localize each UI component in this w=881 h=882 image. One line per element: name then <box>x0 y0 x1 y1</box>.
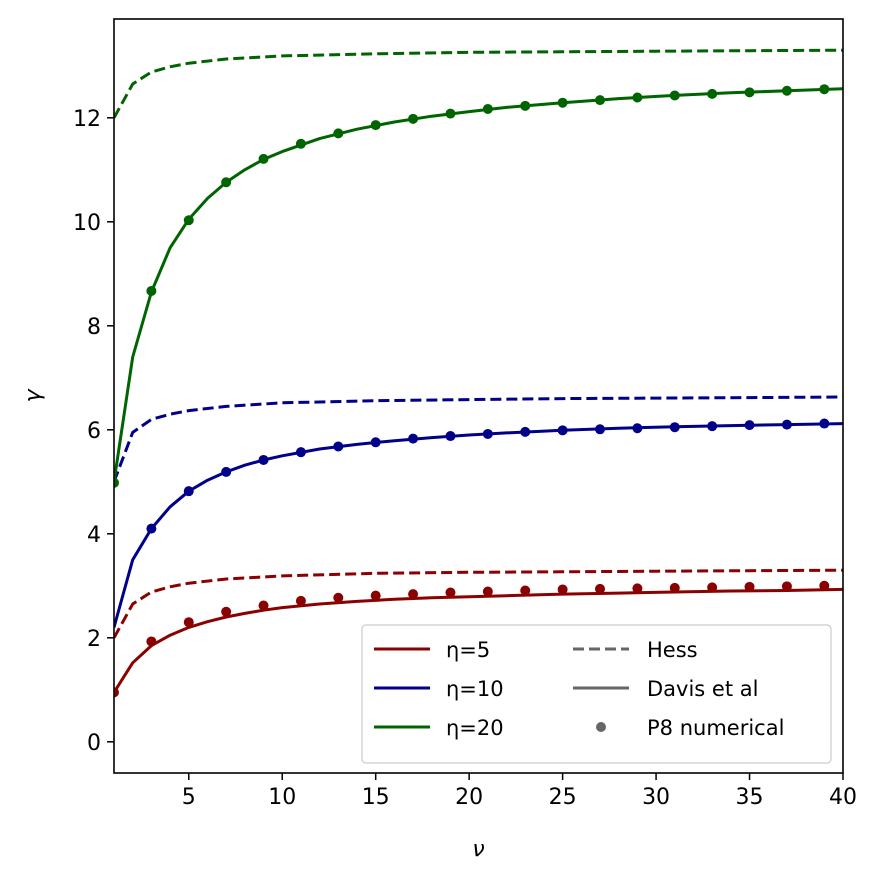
y-tick-label: 12 <box>73 107 101 132</box>
data-point <box>333 441 344 452</box>
legend-label-p8: P8 numerical <box>647 716 784 740</box>
x-tick-label: 15 <box>362 785 390 810</box>
data-point <box>520 100 531 111</box>
data-point <box>183 617 194 628</box>
data-point <box>146 636 157 647</box>
data-point <box>445 431 456 442</box>
data-point <box>669 422 680 433</box>
data-point <box>370 120 381 131</box>
legend-label-davis: Davis et al <box>647 677 758 701</box>
data-point <box>595 583 605 594</box>
ticks-layer: 5 10 15 20 25 30 35 40 0 2 4 6 8 10 12 <box>73 107 857 810</box>
x-tick-label: 10 <box>268 785 296 810</box>
series-p8-numerical-20 <box>114 84 830 488</box>
data-point <box>221 177 232 188</box>
series-line-hess-5 <box>114 568 843 639</box>
data-point <box>781 85 792 96</box>
data-point <box>595 95 605 106</box>
data-point <box>781 419 792 430</box>
x-tick-label: 35 <box>736 785 764 810</box>
x-tick-label: 25 <box>549 785 577 810</box>
legend-label-eta20: η=20 <box>446 716 504 740</box>
data-point <box>482 103 493 114</box>
data-point <box>632 583 643 594</box>
data-point <box>183 215 194 226</box>
legend-label-hess: Hess <box>647 638 698 662</box>
data-point <box>595 424 605 435</box>
data-point <box>744 87 755 98</box>
x-tick-label: 5 <box>182 785 196 810</box>
series-layer <box>114 48 843 698</box>
data-point <box>370 437 381 448</box>
data-point <box>146 523 157 534</box>
data-point <box>744 420 755 431</box>
data-point <box>146 285 157 296</box>
data-point <box>744 581 755 592</box>
legend-color-entries: η=5 η=10 η=20 <box>374 638 504 740</box>
data-point <box>669 90 680 101</box>
data-point <box>557 97 568 108</box>
data-point <box>295 138 306 149</box>
data-point <box>445 587 456 598</box>
data-point <box>295 447 306 458</box>
legend: η=5 η=10 η=20 Hess Davis et al P8 numeri… <box>361 624 832 764</box>
x-axis-label: ν <box>472 837 484 862</box>
data-point <box>482 428 493 439</box>
x-tick-label: 40 <box>829 785 857 810</box>
data-point <box>221 606 232 617</box>
data-point <box>707 88 718 99</box>
data-point <box>707 582 718 593</box>
legend-label-eta5: η=5 <box>446 638 490 662</box>
data-point <box>819 418 830 429</box>
data-point <box>408 589 419 600</box>
data-point <box>114 477 119 488</box>
data-point <box>258 153 269 164</box>
data-point <box>632 92 643 103</box>
x-tick-label: 30 <box>642 785 670 810</box>
data-point <box>408 433 419 444</box>
y-tick-label: 0 <box>87 731 101 756</box>
data-point <box>520 585 531 596</box>
y-tick-label: 10 <box>73 211 101 236</box>
data-point <box>482 586 493 597</box>
data-point <box>445 108 456 119</box>
data-point <box>557 425 568 436</box>
y-axis-label: γ <box>21 389 46 403</box>
data-point <box>781 581 792 592</box>
y-tick-label: 2 <box>87 627 101 652</box>
data-point <box>408 113 419 124</box>
y-tick-label: 4 <box>87 523 101 548</box>
series-p8-numerical-10 <box>146 418 830 534</box>
data-point <box>707 421 718 432</box>
data-point <box>333 128 344 139</box>
data-point <box>819 580 830 591</box>
y-tick-label: 8 <box>87 315 101 340</box>
data-point <box>557 584 568 595</box>
data-point <box>295 595 306 606</box>
series-line-davis-et-al-20 <box>114 87 843 483</box>
data-point <box>221 466 232 477</box>
data-point <box>370 590 381 601</box>
data-point <box>258 454 269 465</box>
legend-style-entries: Hess Davis et al P8 numerical <box>573 638 784 740</box>
plot-frame <box>113 18 844 774</box>
data-point <box>520 426 531 437</box>
data-point <box>669 582 680 593</box>
data-point <box>819 84 830 95</box>
series-p8-numerical-5 <box>114 580 830 698</box>
series-line-hess-10 <box>114 395 843 483</box>
legend-swatch-p8 <box>596 722 606 732</box>
data-point <box>183 486 194 497</box>
x-tick-label: 20 <box>455 785 483 810</box>
legend-label-eta10: η=10 <box>446 677 504 701</box>
y-tick-label: 6 <box>87 419 101 444</box>
data-point <box>632 423 643 434</box>
data-point <box>258 600 269 611</box>
data-point <box>333 592 344 603</box>
legend-box <box>361 624 832 764</box>
data-point <box>114 687 119 698</box>
series-line-hess-20 <box>114 48 843 119</box>
